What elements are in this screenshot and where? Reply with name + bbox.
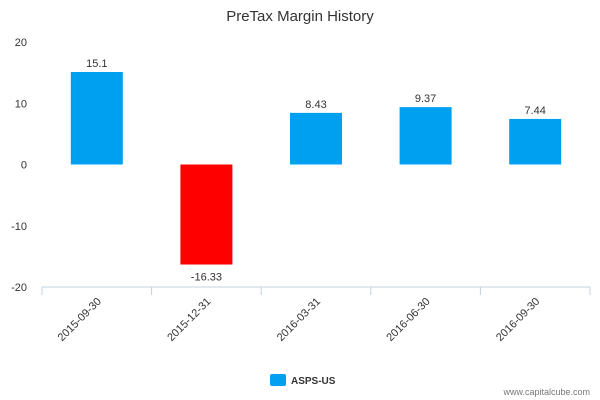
bar[interactable] [70,72,123,165]
x-tick-label: 2016-03-31 [275,296,323,344]
x-axis: 2015-09-30 2015-12-31 2016-03-31 2016-06-30… [41,286,591,344]
y-tick-label: 10 [15,98,27,110]
bar[interactable] [509,118,562,165]
legend-swatch[interactable] [270,374,286,386]
y-tick-label: 0 [21,160,27,172]
bar[interactable] [180,164,233,265]
bar[interactable] [399,107,452,165]
y-axis: 20 10 0 -10 -20 [11,37,27,294]
x-tick-label: 2016-09-30 [494,296,542,344]
data-label: 8.43 [305,99,326,111]
legend-label[interactable]: ASPS-US [291,376,336,387]
bar[interactable] [290,112,342,165]
bar-series [70,72,562,265]
x-tick-label: 2015-09-30 [56,296,104,344]
data-label: 7.44 [524,105,545,117]
data-label: 9.37 [415,93,436,105]
legend[interactable]: ASPS-US [270,374,336,387]
credit-text: www.capitalcube.com [502,387,590,397]
data-label: -16.33 [191,272,222,284]
y-tick-label: -20 [11,282,27,294]
x-tick-label: 2015-12-31 [165,296,213,344]
data-label: 15.1 [86,58,107,70]
y-tick-label: -10 [11,221,27,233]
x-tick-label: 2016-06-30 [384,296,432,344]
y-tick-label: 20 [15,37,27,49]
chart-title: PreTax Margin History [226,8,374,25]
data-labels: 15.1 -16.33 8.43 9.37 7.44 [86,58,546,284]
